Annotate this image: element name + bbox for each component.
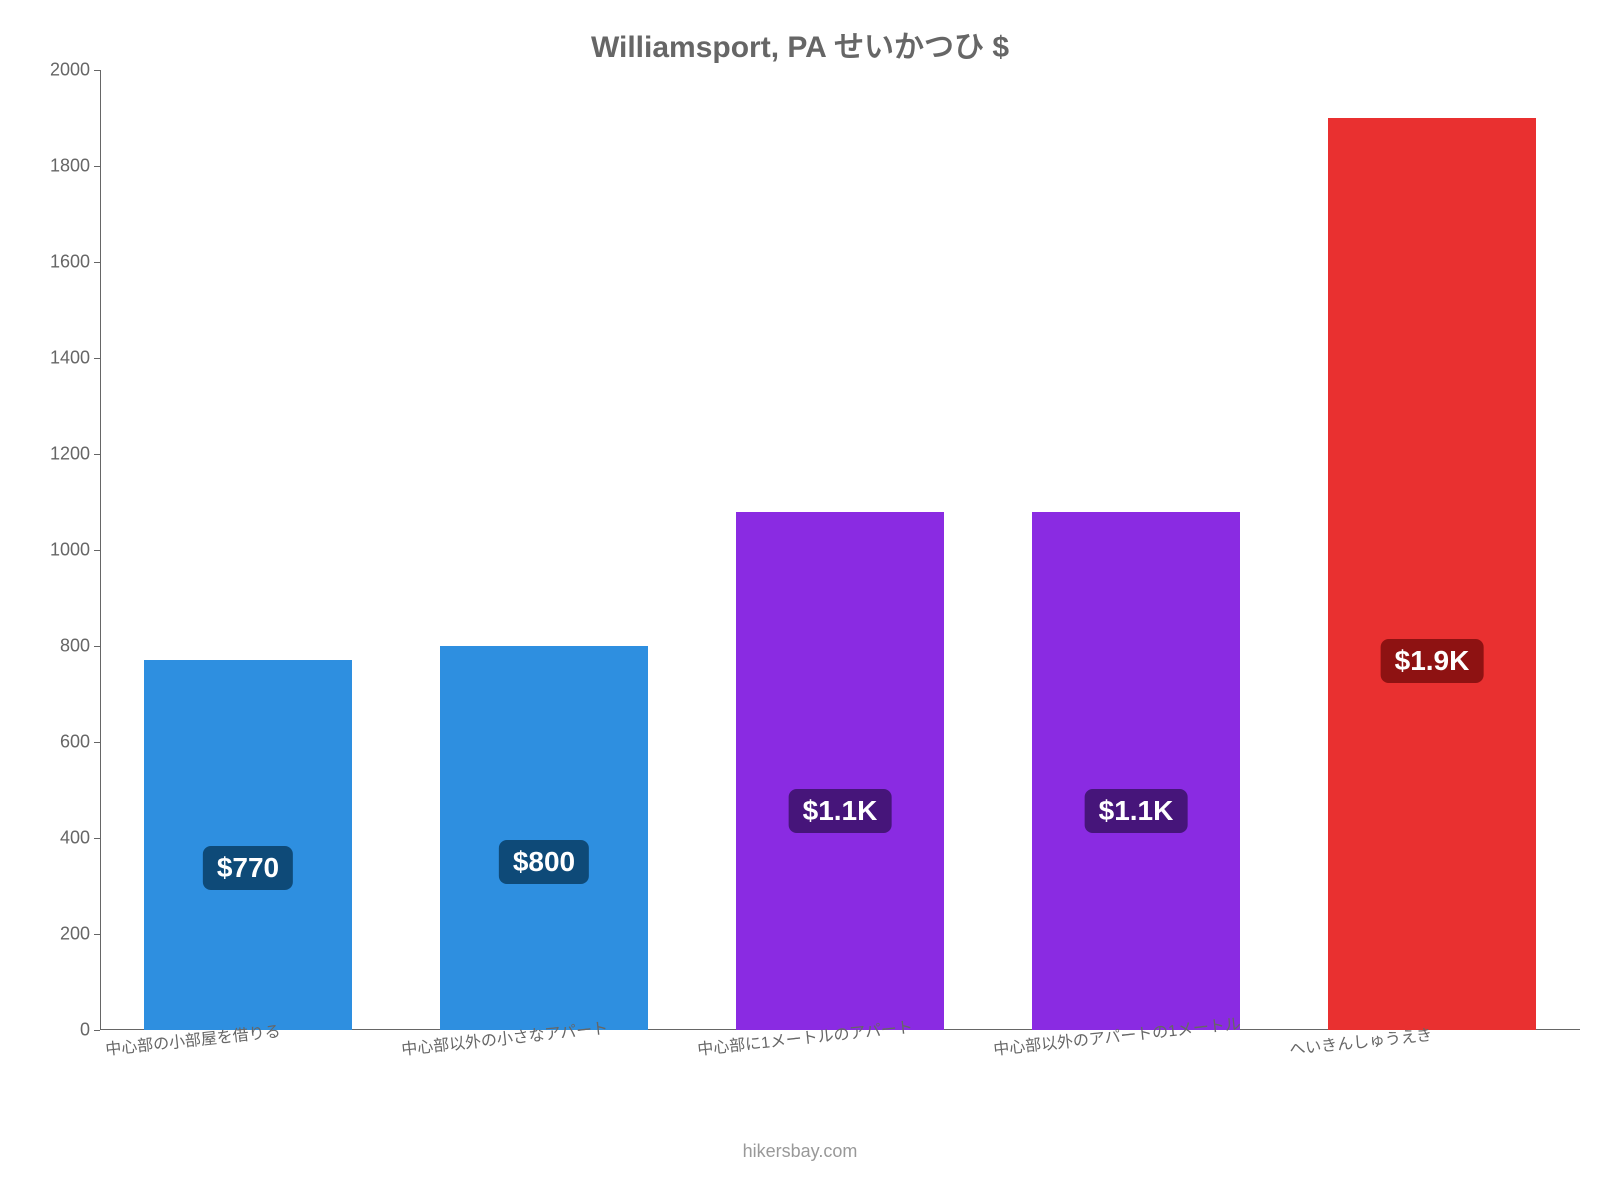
y-tick-mark <box>94 1030 100 1031</box>
y-tick-label: 1800 <box>50 156 100 177</box>
bars-layer: $770 $800 $1.1K $1.1K $1.9K <box>100 70 1580 1030</box>
chart-title: Williamsport, PA せいかつひ $ <box>0 22 1600 66</box>
y-tick-mark <box>94 262 100 263</box>
y-tick-label: 2000 <box>50 60 100 81</box>
y-tick-label: 1200 <box>50 444 100 465</box>
y-tick-mark <box>94 934 100 935</box>
y-tick-mark <box>94 646 100 647</box>
value-badge: $800 <box>499 840 589 884</box>
y-tick-mark <box>94 358 100 359</box>
bar: $800 <box>440 646 647 1030</box>
bar: $1.1K <box>1032 512 1239 1030</box>
y-tick-mark <box>94 742 100 743</box>
value-badge: $1.1K <box>789 789 892 833</box>
y-tick-mark <box>94 166 100 167</box>
y-tick-mark <box>94 454 100 455</box>
bar: $770 <box>144 660 351 1030</box>
y-tick-mark <box>94 70 100 71</box>
y-tick-mark <box>94 838 100 839</box>
y-tick-mark <box>94 550 100 551</box>
y-tick-label: 1000 <box>50 540 100 561</box>
chart-container: Williamsport, PA せいかつひ $ $770 $800 $1.1K $1… <box>0 0 1600 1200</box>
plot-area: $770$800$1.1K$1.1K$1.9K 0200400600800100… <box>100 70 1580 1030</box>
y-tick-label: 1400 <box>50 348 100 369</box>
value-badge: $770 <box>203 846 293 890</box>
y-tick-label: 1600 <box>50 252 100 273</box>
chart-footer: hikersbay.com <box>0 1141 1600 1162</box>
bar: $1.1K <box>736 512 943 1030</box>
value-badge: $1.1K <box>1085 789 1188 833</box>
value-badge: $1.9K <box>1381 639 1484 683</box>
bar: $1.9K <box>1328 118 1535 1030</box>
